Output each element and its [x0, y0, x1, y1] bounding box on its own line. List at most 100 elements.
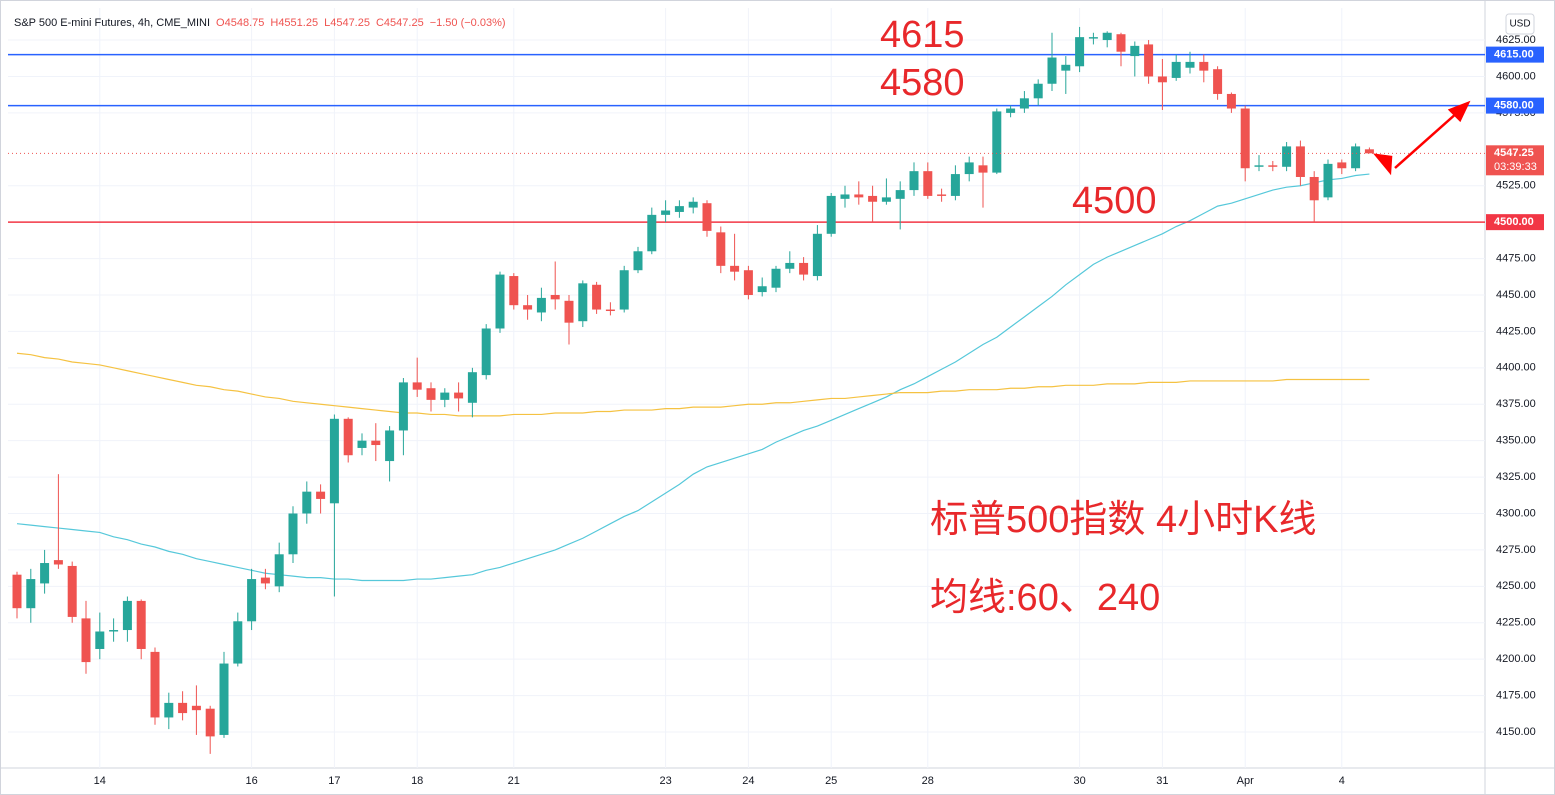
- y-tick-label: 4600.00: [1496, 70, 1536, 82]
- candle-body: [357, 440, 367, 448]
- candle-body: [730, 265, 740, 272]
- candle-body: [592, 284, 602, 310]
- x-tick-label: 23: [659, 775, 671, 787]
- candle-body: [799, 262, 809, 275]
- x-tick-label: 14: [94, 775, 106, 787]
- candle-body: [329, 418, 339, 504]
- candle-body: [1364, 149, 1374, 154]
- candle-body: [136, 600, 146, 649]
- candle-body: [1226, 93, 1236, 109]
- candle-body: [661, 210, 671, 215]
- candle-body: [1185, 61, 1195, 68]
- candle-body: [674, 206, 684, 212]
- candle-body: [1213, 69, 1223, 94]
- candle-body: [895, 190, 905, 199]
- plot: [8, 26, 1485, 754]
- candle-body: [647, 214, 657, 252]
- candle-body: [826, 195, 836, 234]
- annotation: 4580: [880, 62, 965, 104]
- countdown: 03:39:33: [1494, 161, 1537, 173]
- low-value: L4547.25: [324, 17, 370, 29]
- level-tag-label: 4500.00: [1494, 216, 1534, 228]
- candle-body: [1102, 32, 1112, 41]
- header: S&P 500 E-mini Futures, 4h, CME_MINI O454…: [14, 17, 506, 29]
- candle-body: [1309, 176, 1319, 201]
- candle-body: [81, 618, 91, 663]
- candle-body: [578, 283, 588, 322]
- candle-body: [812, 233, 822, 277]
- close-value: C4547.25: [376, 17, 424, 29]
- y-tick-label: 4250.00: [1496, 580, 1536, 592]
- candle-body: [1254, 165, 1264, 167]
- candle-body: [1268, 165, 1278, 167]
- x-tick-label: 28: [922, 775, 934, 787]
- candle-body: [1116, 34, 1126, 52]
- y-tick-label: 4225.00: [1496, 617, 1536, 629]
- candle-body: [978, 165, 988, 173]
- candle-body: [260, 577, 270, 584]
- x-tick-label: 18: [411, 775, 423, 787]
- y-tick-label: 4275.00: [1496, 544, 1536, 556]
- candle-body: [164, 702, 174, 718]
- level-tag-label: 4615.00: [1494, 49, 1534, 61]
- candle-body: [495, 274, 505, 329]
- candle-body: [1240, 108, 1250, 169]
- candle-body: [923, 171, 933, 196]
- candle-body: [1006, 108, 1016, 113]
- y-tick-label: 4475.00: [1496, 252, 1536, 264]
- currency-box[interactable]: [1505, 13, 1535, 35]
- candle-body: [619, 270, 629, 310]
- candle-body: [688, 201, 698, 208]
- candle-body: [481, 328, 491, 376]
- annotation: 4615: [880, 14, 965, 56]
- candle-body: [509, 276, 519, 306]
- candle-body: [205, 708, 215, 737]
- y-tick-label: 4400.00: [1496, 362, 1536, 374]
- candle-body: [868, 195, 878, 202]
- y-tick-label: 4325.00: [1496, 471, 1536, 483]
- candle-body: [109, 630, 119, 632]
- candle-body: [854, 194, 864, 198]
- candle-body: [454, 392, 464, 399]
- candle-body: [302, 491, 312, 514]
- annotation: 标普500指数 4小时K线: [930, 499, 1316, 541]
- level-tag: [1486, 214, 1544, 231]
- candle-body: [412, 382, 422, 390]
- y-tick-label: 4450.00: [1496, 289, 1536, 301]
- level-tag: [1486, 97, 1544, 114]
- candle-body: [785, 262, 795, 269]
- y-tick-label: 4425.00: [1496, 325, 1536, 337]
- candle-body: [1199, 61, 1209, 71]
- x-tick-label: 31: [1156, 775, 1168, 787]
- candle-body: [1061, 64, 1071, 71]
- candle-body: [178, 702, 188, 714]
- currency[interactable]: USD: [1509, 19, 1530, 30]
- candle-body: [53, 560, 63, 565]
- x-tick-label: 30: [1073, 775, 1085, 787]
- candle-body: [122, 600, 132, 631]
- y-tick-label: 4625.00: [1496, 34, 1536, 46]
- candle-body: [247, 579, 257, 622]
- candle-body: [233, 621, 243, 664]
- candle-body: [1351, 146, 1361, 169]
- candle-body: [716, 232, 726, 266]
- candle-body: [536, 297, 546, 313]
- y-tick-label: 4150.00: [1496, 726, 1536, 738]
- candle-body: [1171, 61, 1181, 78]
- x-tick-label: 25: [825, 775, 837, 787]
- x-tick-label: 21: [508, 775, 520, 787]
- candle-body: [992, 111, 1002, 173]
- candle-body: [1157, 76, 1167, 83]
- moving-average: [16, 352, 1370, 417]
- candle-body: [909, 171, 919, 191]
- x-tick-label: 17: [328, 775, 340, 787]
- y-tick-label: 4525.00: [1496, 180, 1536, 192]
- candle-body: [771, 268, 781, 288]
- candle-body: [937, 194, 947, 196]
- candle-body: [564, 300, 574, 323]
- grid: [8, 8, 1485, 768]
- candle-body: [1033, 83, 1043, 99]
- change-value: −1.50 (−0.03%): [430, 17, 506, 29]
- candle-body: [398, 382, 408, 431]
- x-tick-label: 4: [1339, 775, 1345, 787]
